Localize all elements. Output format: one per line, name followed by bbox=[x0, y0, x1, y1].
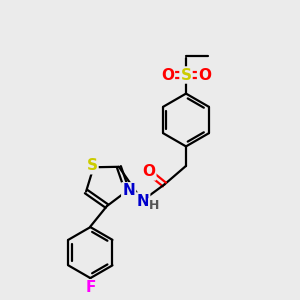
Text: N: N bbox=[122, 183, 135, 198]
Text: O: O bbox=[198, 68, 211, 82]
Text: N: N bbox=[136, 194, 149, 208]
Text: S: S bbox=[86, 158, 98, 173]
Text: S: S bbox=[181, 68, 191, 82]
Text: O: O bbox=[142, 164, 155, 179]
Text: H: H bbox=[149, 199, 159, 212]
Text: F: F bbox=[85, 280, 96, 295]
Text: O: O bbox=[161, 68, 174, 82]
